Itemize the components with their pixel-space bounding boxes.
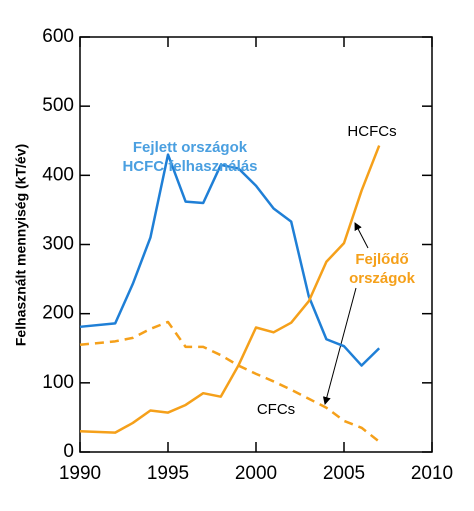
x-tick-label: 2005 <box>323 463 365 484</box>
plot-frame <box>79 36 433 453</box>
y-axis-label: Felhasznált mennyiség (kT/év) <box>13 144 29 346</box>
series-line <box>79 320 380 443</box>
y-tick-label: 300 <box>42 234 74 255</box>
x-tick-label: 1995 <box>147 463 189 484</box>
x-tick-label: 2000 <box>235 463 277 484</box>
annotation: CFCs <box>257 401 295 418</box>
annotation: HCFC felhasználás <box>122 158 257 175</box>
annotation: Fejlett országok <box>133 139 248 156</box>
series-line <box>79 153 381 367</box>
y-tick-label: 400 <box>42 164 74 185</box>
annotation: országok <box>349 270 416 287</box>
x-tick-label: 1990 <box>59 463 101 484</box>
y-tick-label: 500 <box>42 95 74 116</box>
y-tick-label: 0 <box>63 441 74 462</box>
arrow <box>354 222 369 249</box>
x-tick-label: 2010 <box>411 463 453 484</box>
y-tick-label: 200 <box>42 303 74 324</box>
annotation: Fejlődő <box>355 251 408 268</box>
y-tick-label: 100 <box>42 372 74 393</box>
series-line <box>79 145 381 434</box>
annotation: HCFCs <box>347 123 396 140</box>
y-tick-label: 600 <box>42 26 74 47</box>
